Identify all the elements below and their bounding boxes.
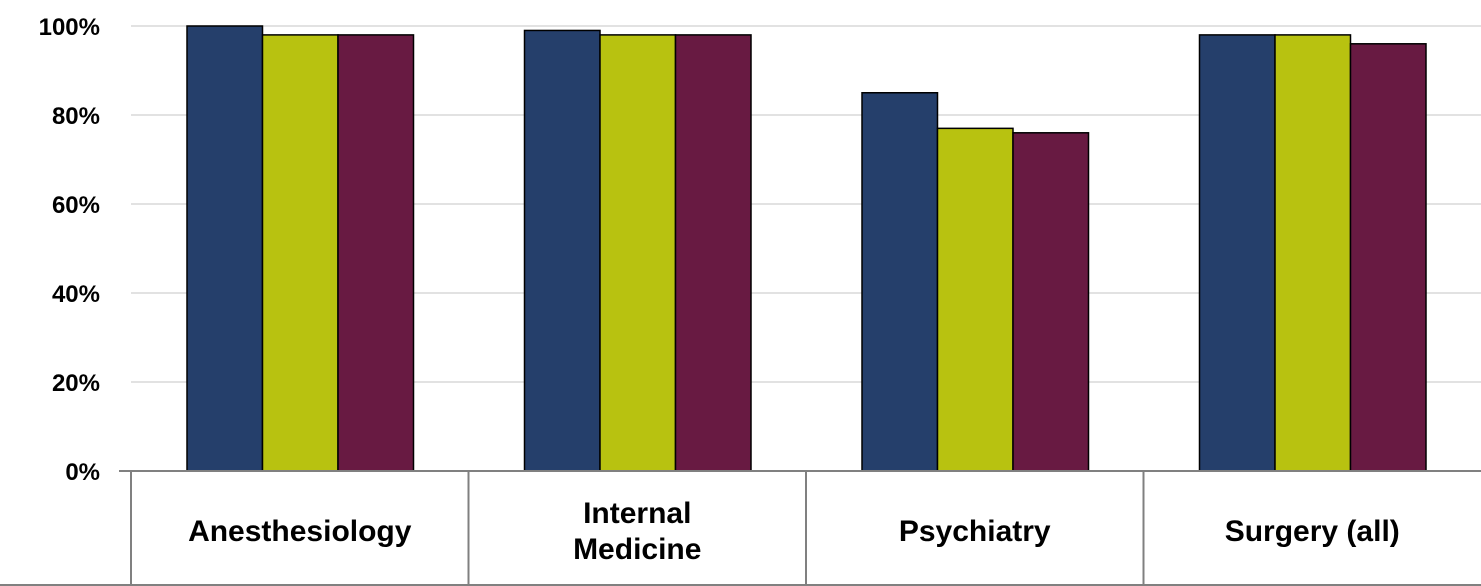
category-labels: Anesthesiology Internal Medicine Psychiatry… [188, 497, 1400, 566]
bar [337, 34, 415, 472]
axes [0, 470, 1481, 586]
y-tick-label: 20% [52, 370, 100, 397]
y-tick-labels: 0% 20% 40% 60% 80% 100% [39, 14, 100, 486]
bar [599, 34, 677, 472]
category-label: Surgery (all) [1225, 515, 1400, 548]
bar [261, 34, 339, 472]
bar [1349, 43, 1427, 472]
bar [674, 34, 752, 472]
bar [861, 92, 939, 472]
bar [936, 127, 1014, 472]
category-label: Anesthesiology [188, 515, 412, 548]
y-tick-label: 100% [39, 14, 100, 41]
y-tick-label: 60% [52, 192, 100, 219]
bar [186, 25, 264, 472]
bars [186, 25, 1427, 472]
y-tick-label: 80% [52, 103, 100, 130]
bar [1274, 34, 1352, 472]
category-label: Psychiatry [899, 515, 1051, 548]
y-tick-label: 40% [52, 281, 100, 308]
bar [1012, 132, 1090, 472]
y-tick-label: 0% [65, 459, 100, 486]
category-label: Internal Medicine [573, 497, 701, 566]
bar [523, 29, 601, 472]
bar [1198, 34, 1276, 472]
